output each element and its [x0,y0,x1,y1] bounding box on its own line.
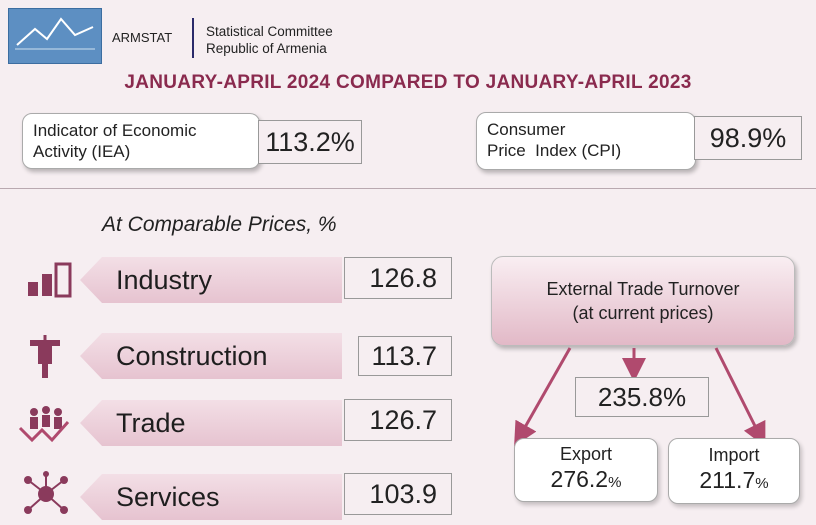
import-label: Import [708,445,760,465]
cpi-label-line2: Price Index (CPI) [487,141,622,160]
sector-value-construction: 113.7 [358,336,452,376]
iea-label-box: Indicator of Economic Activity (IEA) [22,113,260,169]
cpi-label-box: Consumer Price Index (CPI) [476,112,696,170]
export-label: Export [559,444,613,464]
sector-value-services: 103.9 [344,473,452,515]
org-name-line1: Statistical Committee [206,24,333,39]
sector-label-industry: Industry [80,257,342,303]
sector-label-trade: Trade [80,400,342,446]
sector-label-services: Services [80,474,342,520]
export-value: 276.2 [550,466,609,492]
sector-label-construction: Construction [80,333,342,379]
cpi-value: 98.9% [694,116,802,160]
trade-title-line1: External Trade Turnover [546,279,740,299]
sector-name: Services [116,481,220,512]
people-growth-icon [18,404,70,448]
cpi-label-line1: Consumer [487,120,566,139]
import-card: Import 211.7% [668,438,800,504]
iea-value: 113.2% [258,120,362,164]
sector-name: Trade [116,407,186,438]
brand-name: ARMSTAT [112,30,173,45]
import-percent-sign: % [755,475,769,492]
export-percent-sign: % [608,474,622,491]
header-divider [192,18,194,58]
subtitle: At Comparable Prices, % [102,213,337,236]
bar-chart-icon [26,258,78,302]
iea-label-line2: Activity (IEA) [33,142,131,161]
network-icon [20,470,72,514]
page-title: JANUARY-APRIL 2024 COMPARED TO JANUARY-A… [124,72,692,93]
sector-value-industry: 126.8 [344,257,452,299]
export-card: Export 276.2% [514,438,658,502]
trade-arrows [514,347,766,447]
iea-label-line1: Indicator of Economic [33,121,197,140]
trade-title-line2: (at current prices) [572,303,714,323]
import-value: 211.7 [699,467,756,493]
section-divider [0,188,816,189]
sector-name: Construction [116,340,268,371]
sector-value-trade: 126.7 [344,399,452,441]
trade-total-value: 235.8% [575,377,709,417]
sector-name: Industry [116,264,213,295]
org-name-line2: Republic of Armenia [206,41,327,56]
jackhammer-icon [24,334,76,378]
armstat-logo [8,8,102,64]
trade-title-box: External Trade Turnover (at current pric… [491,256,795,346]
logo-chart-icon [15,17,95,50]
